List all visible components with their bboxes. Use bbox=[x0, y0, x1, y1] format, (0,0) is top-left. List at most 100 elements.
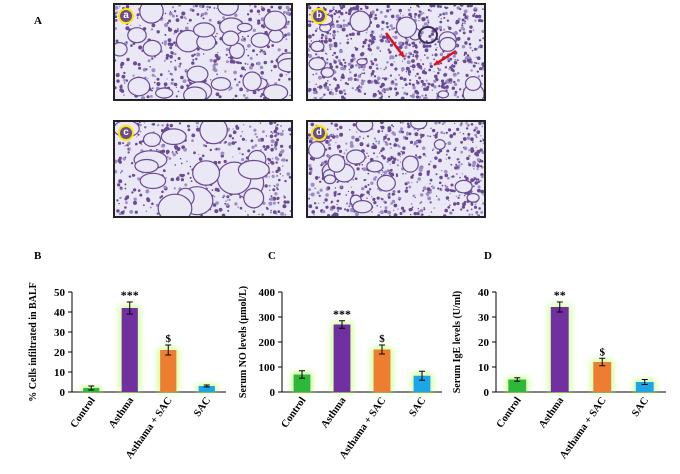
bar bbox=[293, 374, 311, 392]
alveolus bbox=[439, 36, 457, 52]
y-tick-label: 30 bbox=[54, 327, 66, 339]
y-tick-label: 200 bbox=[259, 337, 276, 349]
y-tick-label: 10 bbox=[54, 367, 66, 379]
significance-label: $ bbox=[600, 346, 606, 358]
alveolus bbox=[355, 122, 374, 133]
tissue-texture bbox=[308, 122, 484, 216]
micrograph-b: b bbox=[306, 3, 486, 101]
y-tick-label: 30 bbox=[478, 312, 490, 324]
alveolus bbox=[310, 40, 325, 53]
alveolus bbox=[308, 141, 326, 159]
bar bbox=[413, 375, 431, 392]
panel-b-letter: B bbox=[34, 250, 42, 262]
alveolus bbox=[345, 149, 366, 165]
y-tick-label: 0 bbox=[484, 387, 490, 399]
y-tick-label: 50 bbox=[54, 287, 66, 299]
bar bbox=[635, 382, 654, 392]
bar bbox=[373, 349, 391, 392]
x-category-label: Asthma bbox=[537, 395, 567, 431]
micrograph-a: a bbox=[113, 3, 293, 101]
y-tick-label: 0 bbox=[60, 387, 66, 399]
bar bbox=[550, 307, 569, 392]
alveolus bbox=[356, 58, 368, 66]
significance-label: *** bbox=[121, 288, 139, 302]
alveolus bbox=[217, 5, 239, 16]
tissue-texture bbox=[308, 5, 484, 99]
micrograph-a-label: a bbox=[118, 8, 134, 24]
x-category-label: Control bbox=[69, 395, 98, 430]
alveolus bbox=[192, 160, 221, 186]
alveolus bbox=[277, 58, 291, 73]
x-category-label: Asthma bbox=[319, 395, 349, 431]
alveolus bbox=[323, 174, 337, 185]
alveolus bbox=[267, 28, 284, 43]
inflammation-arrows bbox=[385, 32, 457, 67]
alveolus bbox=[192, 22, 216, 38]
y-tick-label: 300 bbox=[259, 312, 276, 324]
micrograph-d: d bbox=[306, 120, 486, 218]
x-category-label: Control bbox=[495, 395, 524, 430]
x-category-label: Asthama + SAC bbox=[558, 395, 609, 461]
alveolus bbox=[308, 57, 326, 71]
y-axis-label: Serum IgE levels (U/ml) bbox=[452, 291, 463, 394]
micrograph-b-label: b bbox=[311, 8, 327, 24]
alveolus bbox=[237, 159, 270, 180]
bar bbox=[593, 362, 612, 392]
chart-b: 0 10 20 30 40 50 % Cells infiltrated in BALF Co… bbox=[0, 262, 240, 469]
alveolus bbox=[160, 128, 187, 146]
panel-a-letter: A bbox=[34, 15, 42, 27]
alveolus bbox=[327, 154, 346, 173]
y-tick-label: 40 bbox=[54, 307, 66, 319]
y-tick-label: 0 bbox=[270, 387, 276, 399]
bar bbox=[121, 308, 138, 392]
bar bbox=[508, 379, 527, 392]
panel-d-letter: D bbox=[484, 250, 492, 262]
alveolus bbox=[352, 199, 373, 214]
significance-label: $ bbox=[379, 333, 385, 345]
micrograph-c: c bbox=[113, 120, 293, 218]
alveolus bbox=[154, 87, 174, 99]
alveolus bbox=[186, 65, 209, 83]
significance-label: ** bbox=[554, 288, 566, 302]
y-axis-label: Serum NO levels (µmol/L) bbox=[238, 286, 249, 398]
y-tick-label: 20 bbox=[478, 337, 490, 349]
alveolus bbox=[236, 22, 253, 33]
bar bbox=[333, 324, 351, 392]
x-category-label: SAC bbox=[407, 395, 428, 419]
x-category-label: SAC bbox=[630, 395, 651, 419]
alveolus bbox=[142, 39, 162, 57]
significance-label: *** bbox=[333, 307, 351, 321]
chart-d-svg: 0 10 20 30 40 Serum IgE levels (U/ml) Control *… bbox=[452, 287, 666, 461]
y-tick-label: 10 bbox=[478, 362, 490, 374]
alveolus bbox=[139, 5, 164, 24]
chart-b-svg: 0 10 20 30 40 50 % Cells infiltrated in BALF Co… bbox=[28, 282, 226, 461]
alveolus bbox=[210, 76, 232, 91]
micrograph-d-image bbox=[308, 122, 484, 216]
micrograph-b-image bbox=[308, 5, 484, 99]
alveolus bbox=[115, 42, 128, 57]
y-tick-label: 100 bbox=[259, 362, 276, 374]
alveolus bbox=[183, 86, 207, 99]
tissue-texture bbox=[115, 122, 291, 216]
alveolus bbox=[466, 192, 480, 203]
alveolus bbox=[433, 139, 446, 150]
y-tick-label: 40 bbox=[478, 287, 490, 299]
alveolus bbox=[243, 187, 265, 209]
alveolus bbox=[410, 122, 428, 130]
alveolus bbox=[242, 71, 262, 92]
x-category-label: Asthma bbox=[107, 395, 137, 431]
chart-c-svg: 0 100 200 300 400 Serum NO levels (µmol/L) Con… bbox=[238, 286, 442, 461]
alveolus bbox=[349, 10, 371, 33]
micrograph-a-image bbox=[115, 5, 291, 99]
alveolus bbox=[401, 155, 419, 173]
alveolus bbox=[139, 172, 167, 190]
alveolus bbox=[127, 27, 147, 44]
bronchiole bbox=[418, 26, 438, 44]
tissue-texture bbox=[115, 5, 291, 99]
alveolus bbox=[464, 76, 482, 92]
chart-d: 0 10 20 30 40 Serum IgE levels (U/ml) Control *… bbox=[446, 262, 680, 469]
alveolus bbox=[134, 158, 159, 174]
alveolus bbox=[221, 30, 240, 47]
alveolus bbox=[454, 179, 473, 194]
alveolus bbox=[127, 76, 151, 97]
